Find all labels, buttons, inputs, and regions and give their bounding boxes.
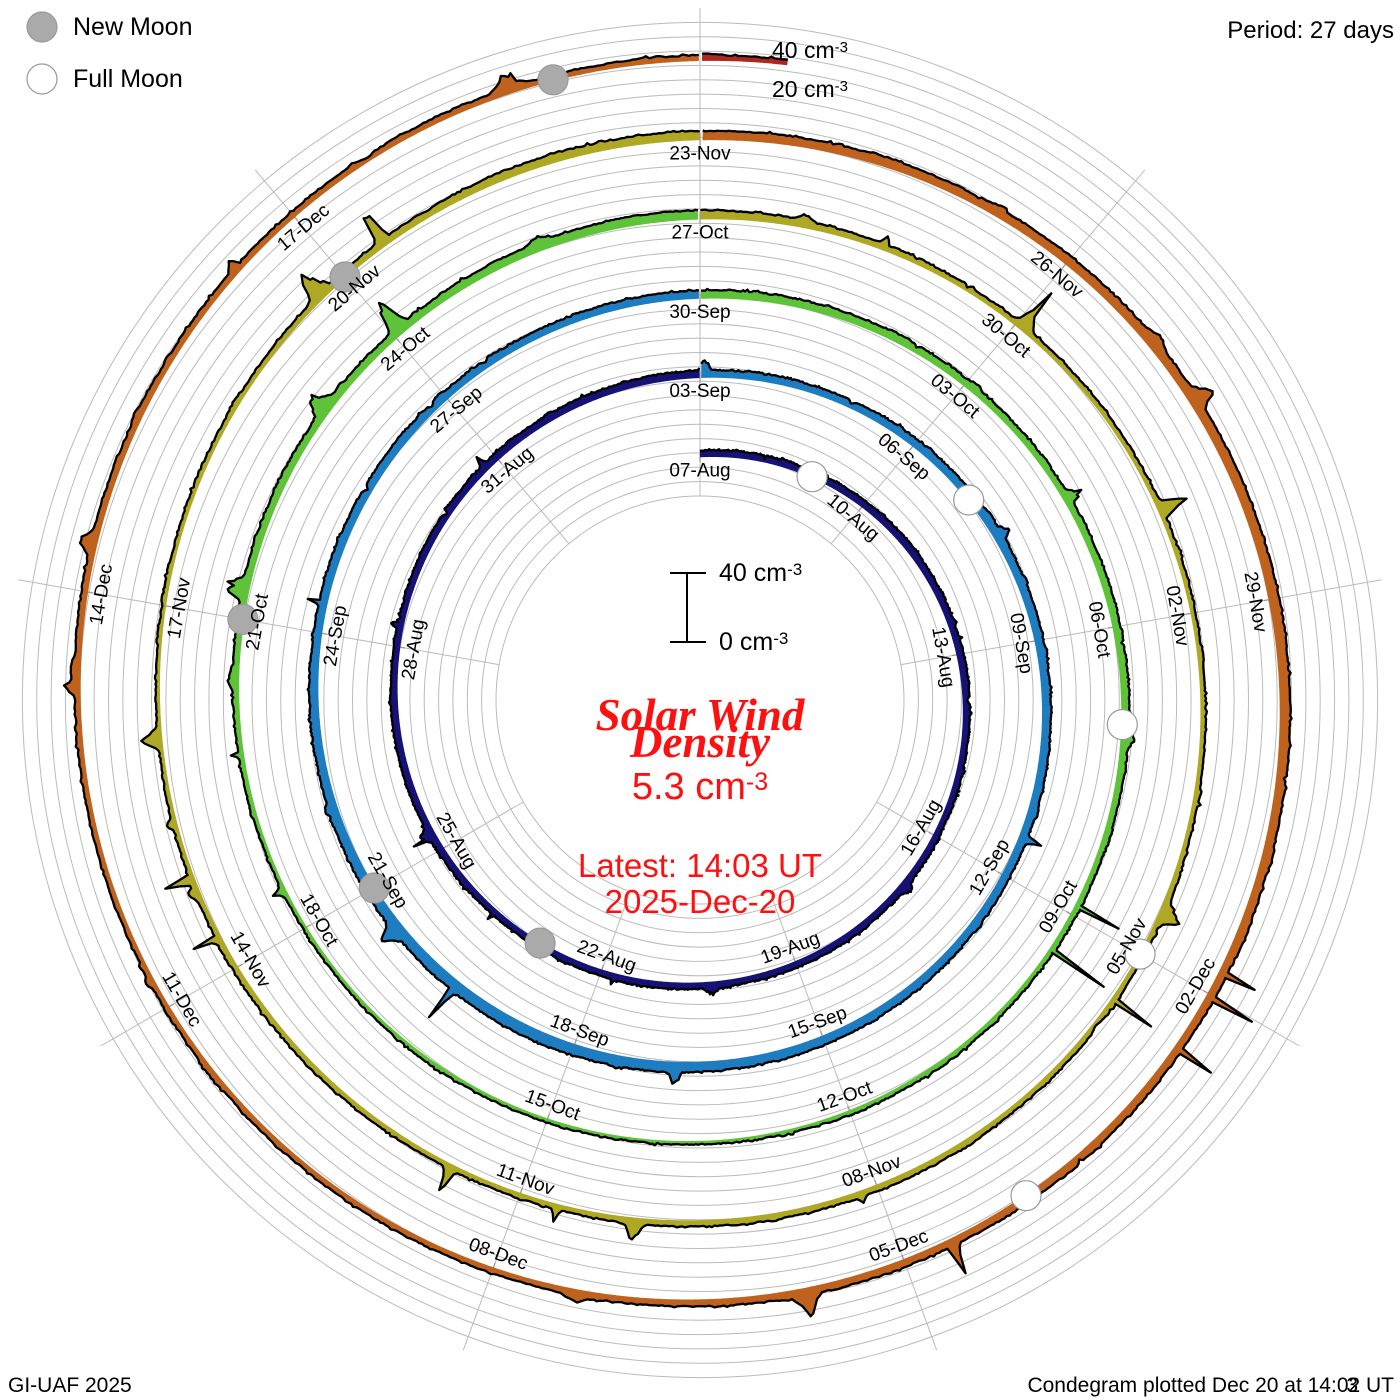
svg-text:07-Aug: 07-Aug — [669, 461, 730, 482]
svg-text:3: 3 — [1346, 1374, 1358, 1397]
svg-text:30-Sep: 30-Sep — [669, 302, 730, 323]
svg-text:Latest: 14:03 UT: Latest: 14:03 UT — [578, 847, 822, 884]
svg-text:23-Nov: 23-Nov — [669, 144, 731, 165]
svg-text:27-Oct: 27-Oct — [671, 223, 729, 244]
svg-text:New Moon: New Moon — [73, 13, 193, 41]
svg-text:Period: 27 days: Period: 27 days — [1227, 17, 1394, 44]
svg-text:Full Moon: Full Moon — [73, 65, 183, 93]
svg-text:2025-Dec-20: 2025-Dec-20 — [605, 883, 796, 920]
svg-text:Density: Density — [629, 717, 771, 767]
svg-text:Condegram plotted Dec 20 at 14: Condegram plotted Dec 20 at 14:02 UT — [1027, 1374, 1394, 1397]
svg-text:03-Sep: 03-Sep — [669, 381, 730, 402]
svg-text:GI-UAF 2025: GI-UAF 2025 — [8, 1374, 132, 1397]
